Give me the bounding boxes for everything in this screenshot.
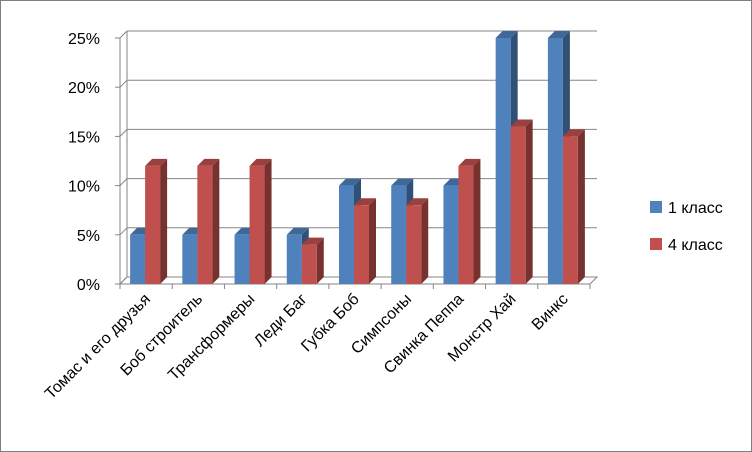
- bar-top: [458, 158, 481, 166]
- bar-top: [354, 198, 376, 206]
- y-tick-label: 5%: [77, 228, 100, 245]
- x-tick-label: Винкс: [529, 291, 572, 334]
- bar-top: [301, 237, 324, 245]
- bar-top: [510, 119, 533, 127]
- gridline-depth: [119, 178, 128, 186]
- legend-swatch: [650, 201, 662, 213]
- bar-top: [391, 178, 414, 186]
- bar-side: [316, 237, 324, 284]
- bar-side: [421, 198, 429, 284]
- bar-side: [264, 158, 272, 284]
- bar-side: [212, 158, 220, 284]
- bar-top: [197, 158, 220, 166]
- y-tick-label: 10%: [68, 179, 100, 196]
- bar-side: [577, 129, 585, 284]
- bar-side: [473, 158, 481, 284]
- bar: [182, 234, 198, 284]
- gridline-depth: [119, 79, 128, 88]
- bar-top: [406, 198, 429, 206]
- legend-label: 4 класс: [668, 237, 723, 254]
- legend-swatch: [650, 238, 662, 250]
- gridline-depth: [119, 129, 128, 137]
- gridline-depth: [119, 30, 128, 39]
- bar: [510, 126, 526, 284]
- legend-label: 1 класс: [668, 200, 723, 217]
- y-tick-label: 25%: [68, 31, 100, 48]
- bar: [406, 205, 422, 284]
- bar: [197, 165, 213, 284]
- bar-side: [160, 158, 168, 284]
- bar: [443, 185, 459, 284]
- y-tick-label: 15%: [68, 129, 100, 146]
- bar: [458, 165, 474, 284]
- bar-top: [249, 158, 272, 166]
- bar: [145, 165, 161, 284]
- bar: [339, 185, 354, 284]
- bar-top: [547, 31, 570, 38]
- bar-side: [525, 119, 533, 284]
- bar: [286, 234, 302, 284]
- bar: [234, 234, 250, 284]
- bar: [562, 136, 578, 284]
- bar: [130, 234, 146, 284]
- bar-top: [339, 178, 361, 186]
- bar-top: [145, 158, 168, 166]
- bar-top: [562, 129, 585, 137]
- bar: [354, 205, 369, 284]
- bar: [391, 185, 407, 284]
- bar: [301, 244, 317, 284]
- bar-top: [495, 31, 518, 38]
- bar: [249, 165, 265, 284]
- bar-side: [369, 198, 376, 284]
- gridline-depth: [119, 227, 128, 236]
- bar-top: [286, 227, 309, 235]
- y-tick-label: 0%: [77, 277, 100, 294]
- bar: [547, 38, 563, 284]
- bar: [495, 38, 511, 284]
- y-tick-label: 20%: [68, 80, 100, 97]
